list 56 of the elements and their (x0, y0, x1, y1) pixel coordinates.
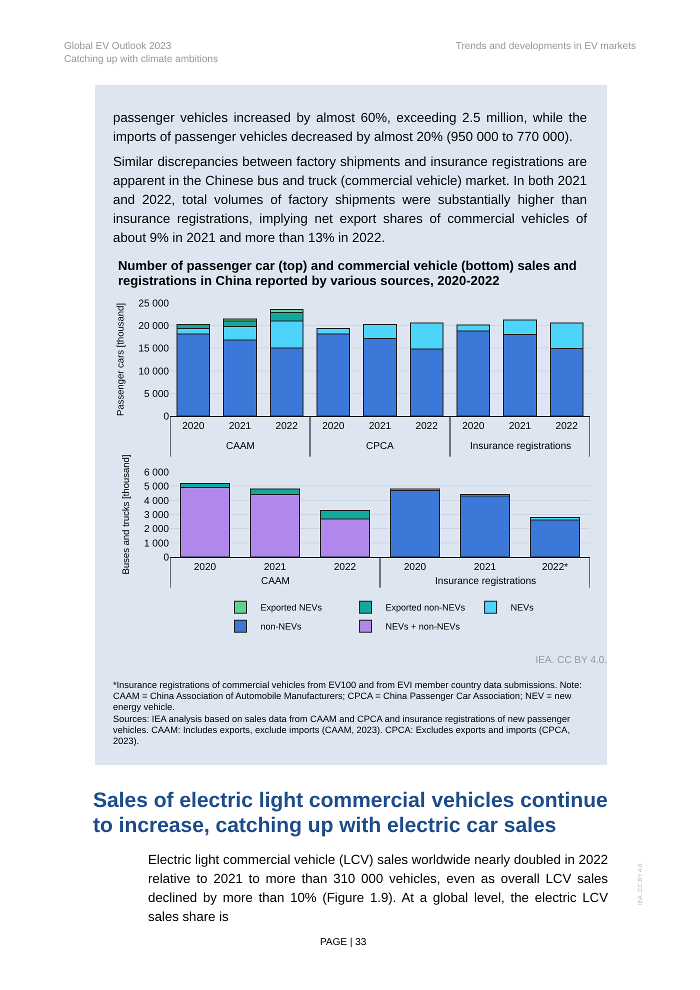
text: Similar discrepancies between factory shipments and insurance registrations are apparent in the Chinese bus and truck (commercial vehicle) market. In both 2021 and 2022, total volumes of factory shipments were substantially higher than insurance registrations, implying net export shares of commercial vehicles of about 9% in 2021 and more than 13% in 2022. (113, 153, 587, 247)
x-tick-label: 2022 (416, 421, 438, 432)
x-tick-label: 2021 (474, 562, 497, 573)
y-tick-label: 4 000 (144, 496, 170, 507)
x-tick-label: 2021 (508, 421, 532, 432)
y-tick-label: 10 000 (138, 366, 170, 378)
y-tick-label: 2 000 (144, 524, 170, 536)
y-tick-label: 6 000 (144, 468, 170, 478)
y-axis-title: Passenger cars [thousand] (116, 302, 127, 416)
x-tick-label: 2020 (462, 421, 485, 432)
legend-label: non-NEVs (260, 622, 302, 632)
bar (390, 490, 440, 557)
x-tick-label: 2021 (264, 562, 287, 573)
legend-label: NEVs (510, 602, 534, 613)
text: passenger vehicles increased by almost 60%, exceeding 2.5 million, while the imports of passenger vehicles decreased by almost 20% (950 000 to 770 000). (113, 109, 587, 146)
text: Catching up with climate ambitions (64, 54, 218, 65)
x-tick-label: 2022 (334, 562, 357, 573)
text: PAGE | 33 (320, 937, 366, 948)
legend-label: Exported NEVs (260, 602, 323, 613)
chart-title: Number of passenger car (top) and commercial vehicle (bottom) sales and registrations in China reported by various sources, 2020-2022 (118, 258, 578, 288)
text: Global EV Outlook 2023 (64, 41, 172, 52)
text: Insurance registrations (435, 576, 536, 587)
text: CAAM (226, 441, 255, 452)
x-tick-label: 2022 (556, 421, 578, 432)
x-tick-label: 2020 (182, 421, 205, 432)
text: *Insurance registrations of commercial vehicles from EV100 and from EVI member country data submissions. Note: CAAM = China Association of Automobile Manufacturers; CPCA = China Passenger Car Association; NEV = new energy vehicle. (113, 680, 583, 713)
y-tick-label: 15 000 (138, 344, 170, 355)
text: Sales of electric light commercial vehicles continue to increase, catching up with electric car sales (93, 788, 609, 838)
legend-label: Exported non-NEVs (386, 602, 466, 613)
text: Electric light commercial vehicle (LCV) sales worldwide nearly doubled in 2022 relative to 2021 to more than 310 000 vehicles, even as overall LCV sales declined by more than 10% (Figure 1.9). At a global level, the electric LCV sales share is (148, 851, 608, 926)
y-tick-label: 0 (163, 552, 170, 564)
legend-label: NEVs + non-NEVs (386, 622, 460, 632)
text: Insurance registrations (470, 441, 572, 452)
x-tick-label: 2020 (194, 562, 217, 573)
bar (180, 487, 230, 557)
y-tick-label: 0 (163, 412, 170, 422)
text: IEA. CC BY 4.0. (535, 655, 607, 666)
text: Trends and developments in EV markets (456, 41, 636, 52)
x-tick-label: 2022* (542, 562, 568, 573)
bar (460, 496, 510, 557)
source-note: Sources: IEA analysis based on sales data from CAAM and CPCA and insurance registrations of new passenger vehicles. CAAM: Includes exports, exclude imports (CAAM, 2023). CPCA: Excludes exports and imports (CPCA, 2023). (113, 714, 572, 747)
y-tick-label: 5 000 (144, 388, 170, 400)
y-tick-label: 20 000 (138, 321, 170, 332)
x-tick-label: 2022 (276, 421, 298, 432)
y-tick-label: 3 000 (144, 510, 170, 521)
text: CPCA (366, 441, 394, 452)
x-tick-label: 2020 (404, 562, 427, 573)
y-tick-label: 1 000 (144, 538, 170, 550)
y-tick-label: 25 000 (138, 298, 170, 310)
x-tick-label: 2020 (322, 421, 345, 432)
y-tick-label: 5 000 (144, 482, 170, 493)
bar (530, 520, 580, 557)
text: CAAM (261, 576, 290, 587)
y-axis-title: Buses and trucks [thousand] (121, 454, 132, 574)
x-tick-label: 2021 (228, 421, 252, 432)
x-tick-label: 2021 (368, 421, 392, 432)
